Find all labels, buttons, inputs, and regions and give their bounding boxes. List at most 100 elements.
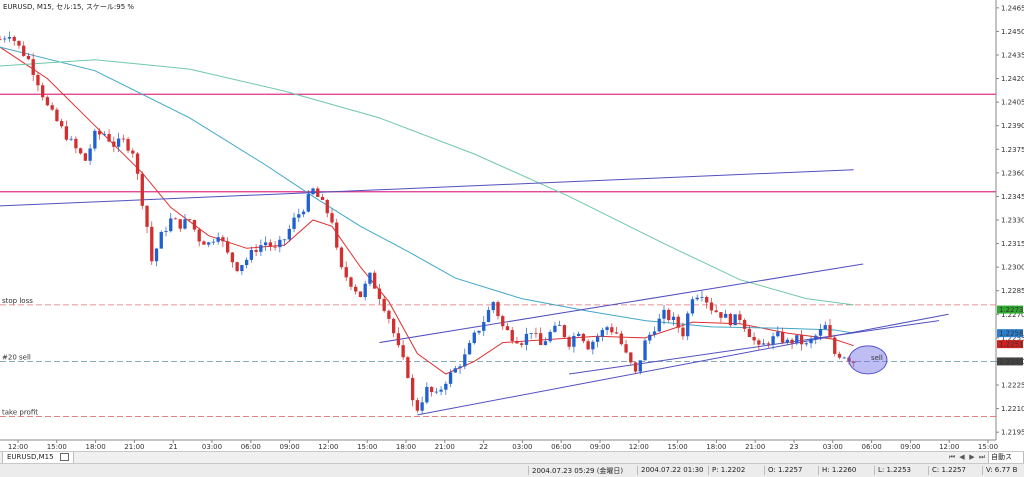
horizontal-line-label: #20 sell (2, 353, 31, 361)
candle-body (752, 336, 756, 341)
trend-line[interactable] (417, 313, 949, 416)
candle-body (401, 345, 405, 358)
price-tick-label: 1.2375 (1001, 146, 1024, 154)
candle-body (377, 288, 382, 299)
status-bar: 2004.07.23 05:29 (金曜日) 2004.07.22 01:30 … (0, 463, 1024, 477)
candle-body (116, 138, 121, 147)
candle-body (780, 331, 785, 343)
time-tick-label: 23 (790, 443, 799, 451)
price-tick-label: 1.2360 (1001, 169, 1024, 177)
candle-body (501, 316, 505, 327)
trend-line[interactable] (379, 263, 864, 344)
chart-area[interactable]: stop loss #20 sell take profit sell 1.2465… (0, 0, 1024, 451)
candle-body (553, 325, 557, 332)
status-datetime: 2004.07.23 05:29 (金曜日) (532, 467, 624, 475)
candle-body (358, 291, 363, 298)
candle-body (12, 36, 16, 41)
time-tick-label: 21:00 (124, 443, 144, 451)
time-tick-label: 15:00 (357, 443, 377, 451)
candle-body (429, 386, 434, 393)
candle-body (662, 309, 666, 319)
candle-body (31, 59, 35, 75)
candle-body (235, 262, 239, 272)
candle-body (728, 313, 733, 326)
candle-body (837, 353, 842, 358)
candle-body (306, 194, 310, 212)
price-tick-label: 1.2435 (1001, 52, 1024, 60)
candle-body (614, 332, 619, 334)
candle-body (657, 318, 661, 332)
candle-body (833, 337, 837, 354)
status-low: L: 1.2253 (878, 466, 911, 474)
time-tick-label: 09:00 (590, 443, 610, 451)
candle-body (211, 241, 216, 243)
candle-body (799, 335, 804, 345)
candle-body (391, 318, 396, 334)
sell-order-label: sell (871, 354, 883, 362)
candle-body (747, 328, 752, 337)
candle-body (809, 339, 813, 344)
candle-body (297, 214, 301, 218)
candle-body (225, 241, 230, 253)
candle-body (7, 36, 12, 39)
price-marker (997, 340, 1023, 349)
time-tick-label: 21 (169, 443, 178, 451)
horizontal-line-label: stop loss (2, 297, 33, 305)
candle-body (339, 247, 344, 268)
candle-body (268, 242, 273, 247)
candle-body (766, 343, 771, 345)
scroll-right-icon[interactable]: ▶ (969, 453, 975, 461)
candle-body (102, 134, 107, 135)
candle-body (183, 219, 187, 229)
candle-body (287, 228, 291, 240)
candle-body (595, 336, 600, 342)
candle-body (320, 196, 325, 200)
candle-body (207, 242, 211, 245)
candle-body (97, 130, 102, 135)
price-tick-label: 1.2270 (1001, 311, 1024, 319)
price-tick-label: 1.2450 (1001, 28, 1024, 36)
candle-body (135, 153, 140, 174)
scroll-first-icon[interactable]: ⏮ (948, 453, 956, 461)
sell-order-marker[interactable] (848, 345, 888, 375)
candle-body (600, 329, 605, 337)
candle-body (581, 333, 586, 342)
status-high: H: 1.2260 (822, 466, 857, 474)
trend-line[interactable] (0, 169, 854, 207)
time-tick-label: 22 (479, 443, 488, 451)
chart-tab-label: EURUSD,M15 (7, 453, 54, 461)
price-tick-label: 1.2315 (1001, 240, 1024, 248)
candle-body (410, 377, 415, 401)
candle-body (50, 105, 54, 110)
candle-body (434, 391, 439, 393)
candle-body (709, 302, 714, 311)
candle-body (45, 97, 50, 106)
candle-body (188, 219, 192, 221)
scroll-last-icon[interactable]: ⏭ (978, 453, 986, 461)
candle-body (814, 335, 818, 340)
candle-body (107, 134, 111, 142)
candle-body (439, 389, 443, 392)
candle-body (273, 246, 277, 248)
status-price: P: 1.2202 (712, 466, 746, 474)
time-tick-label: 15:00 (47, 443, 67, 451)
candle-body (197, 229, 201, 242)
price-chart[interactable]: stop loss #20 sell take profit sell 1.2465… (0, 0, 1024, 451)
candle-body (828, 325, 832, 338)
candle-body (41, 85, 45, 98)
candle-body (396, 333, 401, 346)
candle-body (78, 148, 83, 154)
candle-body (690, 299, 695, 314)
candle-body (17, 40, 21, 46)
candle-body (192, 220, 197, 230)
candle-body (477, 330, 481, 333)
time-tick-label: 03:00 (202, 443, 222, 451)
candle-body (69, 138, 73, 140)
time-tick-label: 12:00 (629, 443, 649, 451)
candle-body (534, 333, 538, 334)
candle-body (567, 337, 571, 347)
scroll-left-icon[interactable]: ◀ (959, 453, 965, 461)
candle-body (387, 310, 391, 319)
chart-title: EURUSD, M15, セル:15, スケール:95 % (3, 3, 134, 11)
candle-body (282, 239, 287, 241)
